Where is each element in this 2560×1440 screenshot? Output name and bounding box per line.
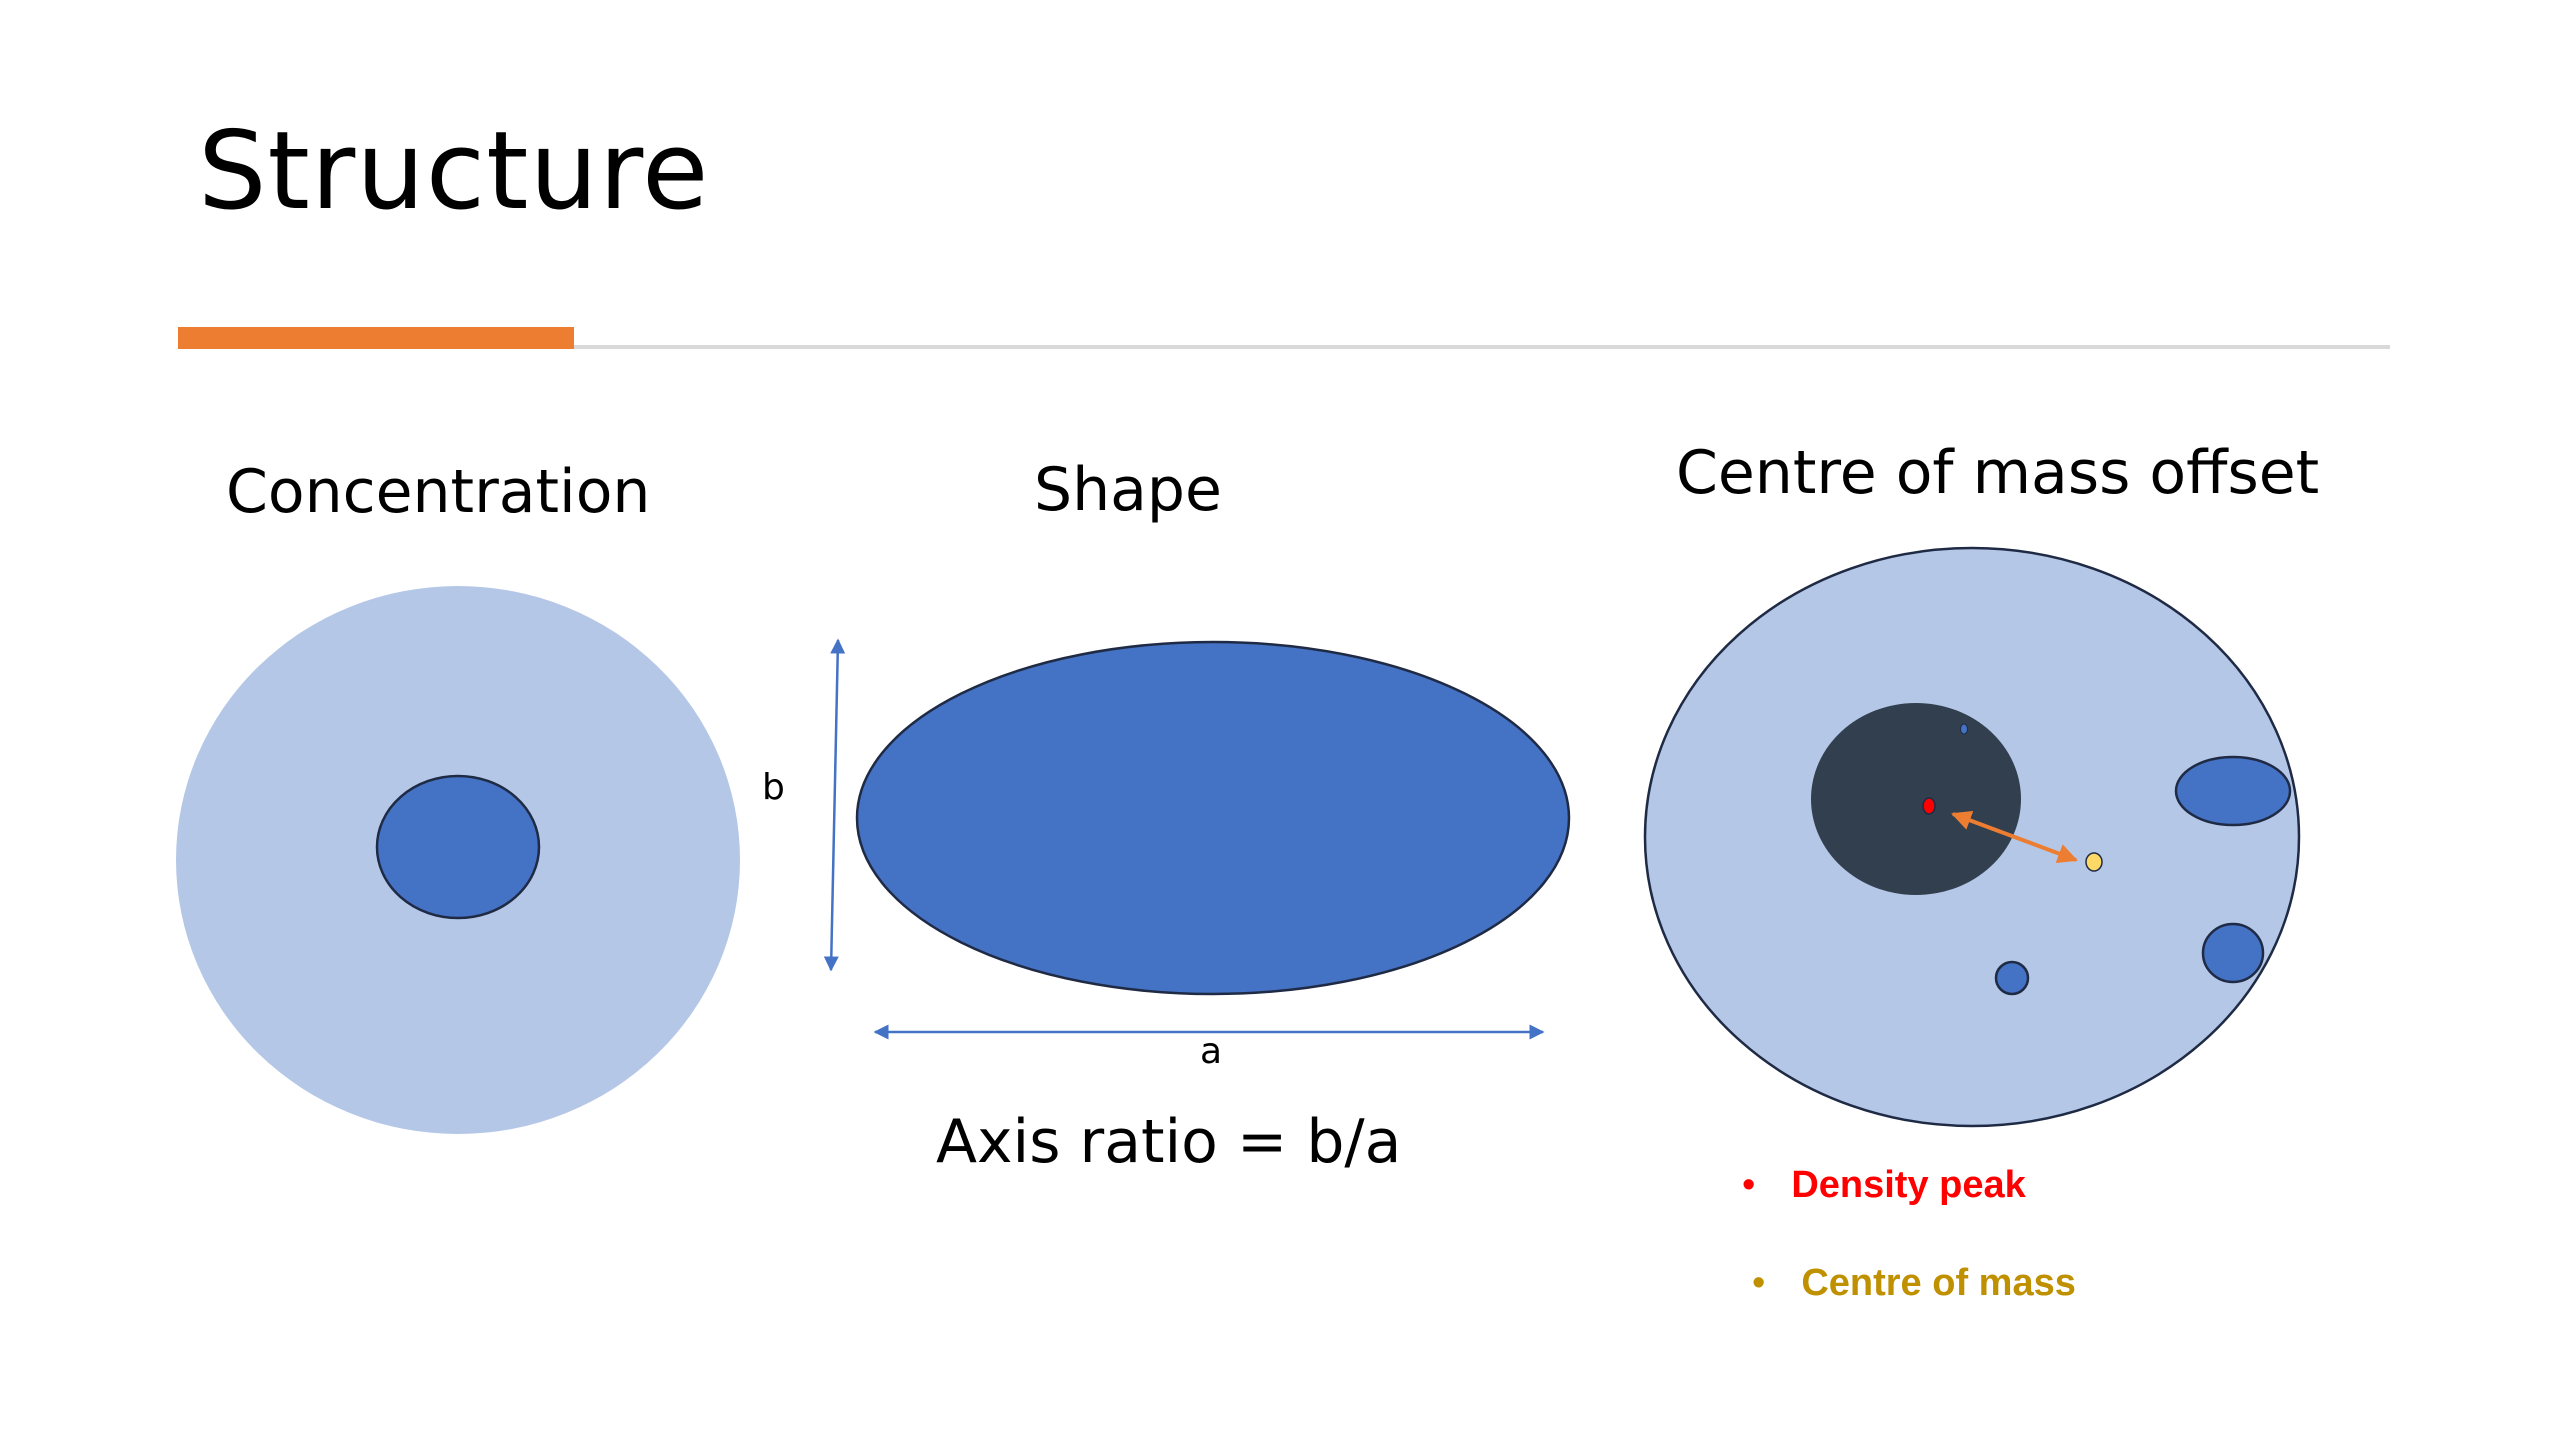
centre-of-mass-heading: Centre of mass offset xyxy=(1676,438,2320,508)
subhalo-bottom xyxy=(1994,960,2030,996)
density-peak-marker xyxy=(1922,797,1936,815)
concentration-diagram xyxy=(176,586,740,1134)
shape-diagram xyxy=(823,638,1571,1040)
shape-ellipse xyxy=(855,640,1571,996)
tiny-subhalo xyxy=(1960,723,1968,735)
legend-centre-of-mass: • Centre of mass xyxy=(1752,1264,2076,1302)
slide-title: Structure xyxy=(198,109,710,234)
title-divider xyxy=(178,345,2390,349)
offset-arrow xyxy=(1951,810,2078,864)
legend-bullet: • xyxy=(1752,1262,1766,1304)
legend-label: Centre of mass xyxy=(1801,1262,2076,1304)
dense-core-circle xyxy=(1811,703,2021,895)
subhalo-right-small xyxy=(2201,922,2265,984)
axis-a-label: a xyxy=(1200,1031,1223,1072)
title-accent-bar xyxy=(178,327,574,349)
legend-bullet: • xyxy=(1742,1164,1756,1206)
axis-b-arrow xyxy=(823,638,846,972)
centre-of-mass-diagram xyxy=(1643,546,2301,1128)
legend-label: Density peak xyxy=(1791,1164,2026,1206)
axis-b-label: b xyxy=(762,767,785,808)
axis-ratio-formula: Axis ratio = b/a xyxy=(936,1107,1402,1177)
shape-heading: Shape xyxy=(1034,455,1222,525)
centre-of-mass-marker xyxy=(2085,852,2103,872)
concentration-heading: Concentration xyxy=(226,457,651,527)
subhalo-right-large xyxy=(2174,755,2292,827)
halo-core-circle xyxy=(375,774,541,920)
legend-density-peak: • Density peak xyxy=(1742,1166,2026,1204)
